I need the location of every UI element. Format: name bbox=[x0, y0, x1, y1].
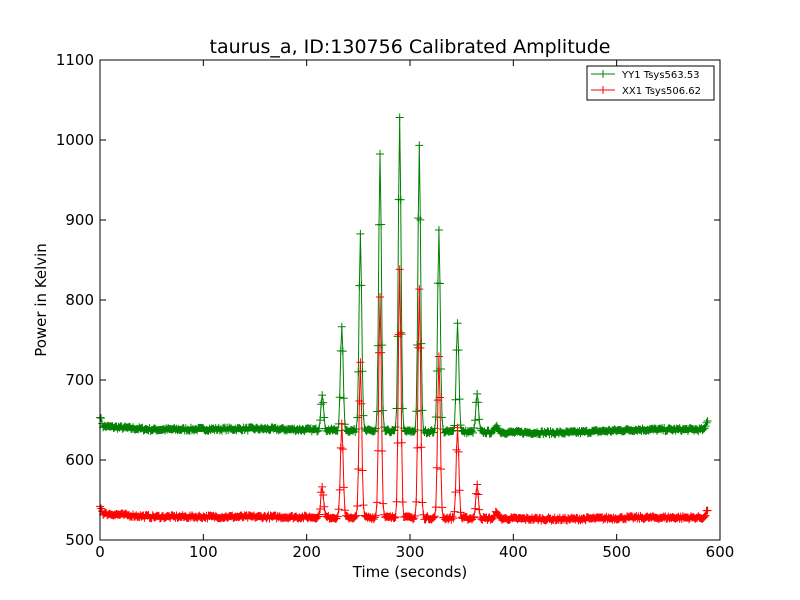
x-axis-label: Time (seconds) bbox=[352, 563, 468, 581]
chart-title: taurus_a, ID:130756 Calibrated Amplitude bbox=[210, 36, 611, 58]
y-tick-label-1: 600 bbox=[65, 451, 94, 469]
x-tick-label-3: 300 bbox=[396, 543, 425, 561]
x-tick-label-5: 500 bbox=[602, 543, 631, 561]
y-tick-label-0: 500 bbox=[65, 531, 94, 549]
legend-marker-0 bbox=[599, 70, 607, 78]
x-tick-label-2: 200 bbox=[292, 543, 321, 561]
x-tick-label-1: 100 bbox=[189, 543, 218, 561]
legend-frame bbox=[586, 65, 715, 101]
legend: YY1 Tsys563.53 XX1 Tsys506.62 bbox=[586, 65, 715, 101]
legend-label-0: YY1 Tsys563.53 bbox=[621, 70, 700, 81]
x-tick-label-6: 600 bbox=[706, 543, 735, 561]
x-tick-label-4: 400 bbox=[499, 543, 528, 561]
y-tick-label-4: 900 bbox=[65, 211, 94, 229]
tick-layer: 0 100 200 300 400 500 600 500 600 700 800 900 1000 11… bbox=[56, 51, 735, 561]
series-1 bbox=[96, 265, 712, 525]
legend-marker-1 bbox=[599, 86, 607, 94]
y-tick-label-5: 1000 bbox=[56, 131, 94, 149]
y-tick-label-6: 1100 bbox=[56, 51, 94, 69]
y-tick-label-3: 800 bbox=[65, 291, 94, 309]
x-tick-label-0: 0 bbox=[95, 543, 105, 561]
y-tick-label-2: 700 bbox=[65, 371, 94, 389]
series-layer bbox=[96, 113, 712, 525]
legend-label-1: XX1 Tsys506.62 bbox=[622, 86, 701, 97]
y-axis-label: Power in Kelvin bbox=[32, 243, 50, 357]
plot-frame bbox=[99, 59, 721, 541]
